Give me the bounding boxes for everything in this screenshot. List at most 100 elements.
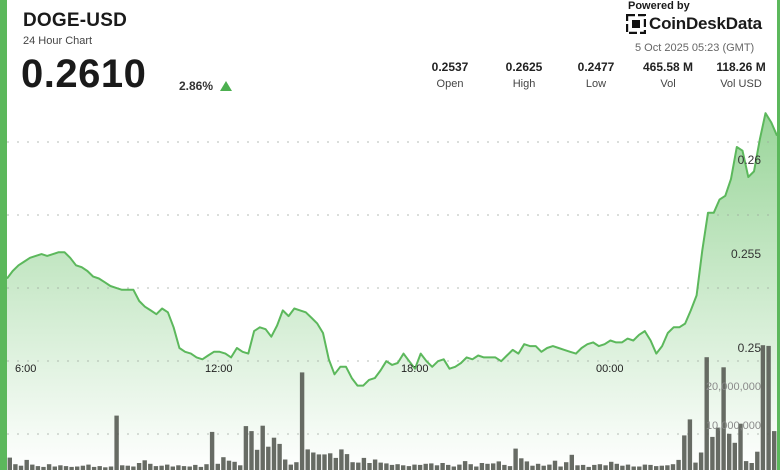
volume-bar [693, 462, 698, 470]
coindesk-logo-icon [626, 14, 646, 34]
volume-tick-label: 10,000,000 [706, 420, 761, 432]
volume-bar [153, 466, 159, 470]
volume-bar [755, 451, 760, 470]
volume-bar [434, 465, 440, 470]
volume-bar [597, 464, 603, 470]
volume-bar [642, 464, 648, 470]
volume-bar [654, 466, 659, 470]
volume-bar [766, 345, 771, 470]
volume-bar [592, 464, 597, 470]
brand-logo: CoinDeskData [626, 14, 762, 34]
volume-bar [18, 465, 24, 470]
volume-bar [170, 466, 175, 470]
price-line [7, 112, 777, 387]
stat-volume-usd: 118.26 M Vol USD [701, 60, 780, 90]
volume-bar [260, 425, 265, 470]
volume-bar [417, 464, 423, 470]
volume-bar [665, 465, 670, 470]
volume-bar [659, 465, 664, 470]
volume-bar [772, 431, 777, 470]
volume-bar [535, 463, 541, 470]
volume-bar [698, 452, 704, 470]
volume-bar [603, 465, 608, 470]
volume-bar [131, 466, 136, 470]
volume-bar [457, 464, 462, 470]
volume-bar [232, 461, 237, 470]
volume-bar [125, 465, 130, 470]
volume-bar [721, 367, 726, 470]
stats-row: 0.2537 Open 0.2625 High 0.2477 Low 465.5… [7, 60, 780, 100]
volume-bar [159, 465, 164, 470]
volume-bar [316, 454, 322, 470]
volume-bar [221, 457, 226, 470]
volume-bar [609, 461, 614, 470]
volume-bar [204, 464, 209, 470]
volume-bar [24, 459, 29, 470]
volume-bar [266, 446, 271, 470]
volume-bar [30, 464, 35, 470]
volume-bar [524, 461, 530, 470]
volume-bar [198, 466, 204, 470]
volume-bar [429, 463, 434, 470]
volume-bar [575, 465, 580, 470]
time-tick-label: 12:00 [205, 363, 233, 375]
current-price: 0.2610 [21, 52, 147, 96]
volume-bar [552, 460, 558, 470]
volume-bar [440, 463, 445, 470]
volume-bar [277, 443, 282, 470]
stat-value: 118.26 M [716, 60, 766, 74]
stat-volume: 465.58 M Vol [628, 60, 708, 90]
stat-open: 0.2537 Open [410, 60, 490, 90]
volume-bar [333, 457, 338, 470]
brand-name: CoinDeskData [649, 14, 762, 33]
volume-bar [586, 466, 591, 470]
volume-bar [187, 466, 192, 470]
volume-bar [148, 463, 153, 470]
volume-bar [580, 464, 586, 470]
volume-bar [114, 415, 119, 470]
volume-bar [52, 466, 57, 470]
volume-bar [13, 464, 18, 470]
volume-bar [288, 464, 293, 470]
volume-bar [738, 423, 743, 470]
volume-bar [530, 465, 535, 470]
stat-value: 0.2537 [431, 60, 469, 74]
volume-tick-label: 20,000,000 [706, 381, 761, 393]
price-tick-label: 0.26 [738, 153, 762, 167]
volume-bar [462, 461, 468, 470]
volume-bar [682, 435, 687, 470]
volume-bar [136, 463, 142, 470]
volume-bar [7, 457, 12, 470]
volume-bar [226, 460, 232, 470]
volume-bar [406, 466, 412, 470]
volume-bar [238, 465, 243, 470]
chart-subtitle: 24 Hour Chart [23, 35, 93, 47]
volume-bar [401, 465, 406, 470]
volume-bar [35, 466, 41, 470]
volume-bar [710, 436, 715, 470]
price-volume-chart: 0.25 0.255 0.26 10,000,000 20,000,000 6:00 12:… [7, 112, 777, 470]
volume-bar [468, 464, 473, 470]
volume-bar [103, 467, 108, 470]
volume-bar [704, 357, 709, 470]
volume-bar [350, 462, 355, 470]
volume-bar [507, 466, 513, 470]
time-tick-label: 6:00 [15, 363, 36, 375]
volume-bar [339, 449, 344, 470]
volume-bar [243, 426, 249, 470]
stat-value: 0.2477 [577, 60, 615, 74]
volume-bar [75, 466, 80, 470]
timestamp: 5 Oct 2025 05:23 (GMT) [635, 42, 755, 54]
powered-by-label: Powered by [628, 0, 690, 12]
volume-bar [294, 462, 299, 470]
volume-bar [344, 454, 350, 470]
volume-bar [446, 464, 451, 470]
volume-bar [648, 464, 653, 470]
volume-bar [727, 433, 732, 470]
volume-bar [283, 459, 288, 470]
volume-bar [80, 465, 86, 470]
volume-bar [46, 464, 52, 470]
volume-bar [625, 464, 631, 470]
volume-bar [569, 454, 574, 470]
